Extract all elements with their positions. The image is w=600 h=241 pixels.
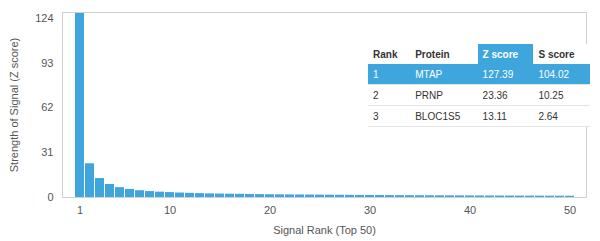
html-text:MTAP: MTAP (415, 68, 443, 80)
html-text:10.25: 10.25 (538, 89, 564, 101)
html-text:Protein: Protein (415, 48, 450, 60)
svg-text:1: 1 (77, 204, 83, 216)
svg-text:10: 10 (164, 204, 176, 216)
svg-text:31: 31 (41, 146, 53, 158)
html-text:104.02: 104.02 (538, 68, 569, 80)
html-text:13.11: 13.11 (482, 110, 507, 122)
html-text:1: 1 (373, 68, 379, 80)
svg-text:Signal Rank (Top 50): Signal Rank (Top 50) (273, 224, 376, 236)
html-text:2.64: 2.64 (538, 110, 558, 122)
svg-text:93: 93 (41, 57, 53, 69)
svg-text:20: 20 (264, 204, 276, 216)
svg-text:124: 124 (35, 12, 53, 24)
html-text:S score: S score (538, 48, 575, 60)
svg-text:50: 50 (564, 204, 576, 216)
svg-text:0: 0 (47, 191, 53, 203)
html-text:PRNP: PRNP (415, 89, 443, 101)
svg-text:Strength of Signal (Z score): Strength of Signal (Z score) (8, 38, 20, 173)
html-text:3: 3 (373, 110, 379, 122)
html-text:Rank: Rank (373, 48, 398, 60)
svg-text:40: 40 (464, 204, 476, 216)
html-text:23.36: 23.36 (482, 89, 508, 101)
svg-text:62: 62 (41, 101, 53, 113)
html-text:127.39: 127.39 (482, 68, 514, 80)
svg-text:30: 30 (364, 204, 376, 216)
html-text:2: 2 (373, 89, 379, 101)
html-text:Z score: Z score (482, 48, 519, 60)
html-text:BLOC1S5: BLOC1S5 (415, 110, 461, 122)
